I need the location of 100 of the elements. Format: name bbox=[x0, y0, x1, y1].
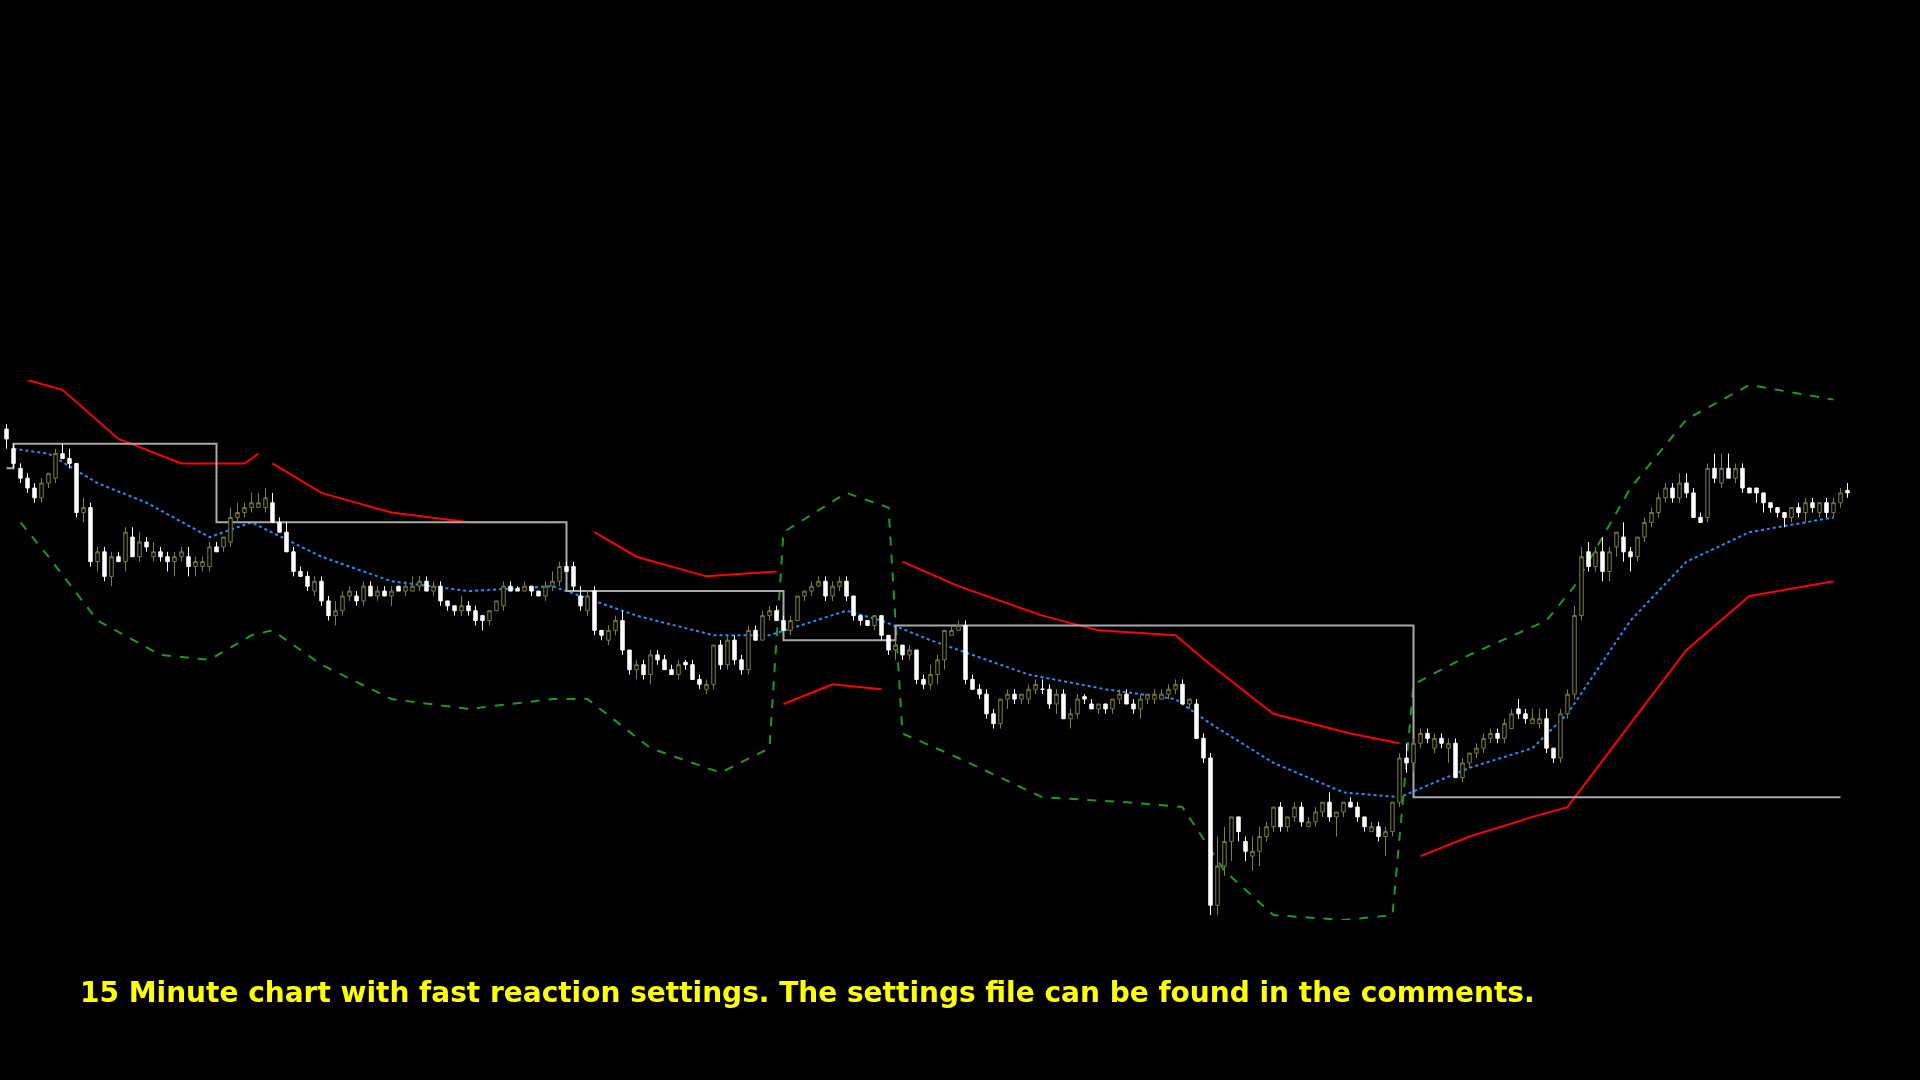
candlestick bbox=[1684, 472, 1689, 499]
candlestick bbox=[1096, 703, 1101, 715]
candlestick bbox=[1530, 708, 1535, 725]
candlestick bbox=[1768, 502, 1773, 514]
candlestick bbox=[270, 492, 275, 523]
candlestick bbox=[914, 649, 919, 685]
candlestick bbox=[1376, 821, 1381, 842]
candlestick bbox=[1446, 737, 1451, 764]
candlestick bbox=[319, 575, 324, 607]
candlestick bbox=[1516, 698, 1521, 720]
candlestick bbox=[1236, 816, 1241, 842]
candlestick bbox=[1670, 482, 1675, 504]
candlestick bbox=[1754, 487, 1759, 504]
candlestick bbox=[809, 580, 814, 597]
candlestick bbox=[1817, 502, 1822, 518]
candlestick bbox=[746, 624, 751, 676]
candlestick bbox=[613, 615, 618, 636]
candlestick bbox=[585, 590, 590, 617]
candlestick bbox=[403, 580, 408, 597]
candlestick bbox=[1698, 512, 1703, 523]
candlestick bbox=[1012, 688, 1017, 705]
candlestick bbox=[683, 659, 688, 671]
candlestick bbox=[788, 615, 793, 636]
candlestick bbox=[1327, 791, 1332, 823]
candlestick bbox=[1824, 497, 1829, 518]
candlestick bbox=[557, 561, 562, 587]
candlestick bbox=[1075, 693, 1080, 720]
candlestick bbox=[480, 615, 485, 631]
candlestick bbox=[1810, 497, 1815, 514]
candlestick bbox=[1712, 453, 1717, 484]
candlestick bbox=[620, 610, 625, 656]
candlestick bbox=[1068, 708, 1073, 730]
candlestick bbox=[627, 649, 632, 676]
candlestick bbox=[900, 644, 905, 661]
candlestick bbox=[18, 462, 23, 484]
candlestick bbox=[368, 580, 373, 597]
candlestick bbox=[1362, 816, 1367, 833]
candlestick bbox=[389, 585, 394, 607]
candlestick bbox=[1775, 507, 1780, 518]
candlestick bbox=[991, 708, 996, 730]
candlestick bbox=[1208, 752, 1213, 916]
candlestick bbox=[1117, 688, 1122, 705]
candlestick bbox=[1656, 492, 1661, 518]
candlestick bbox=[340, 590, 345, 617]
candlestick bbox=[1397, 752, 1402, 808]
candlestick bbox=[1334, 811, 1339, 838]
candlestick bbox=[445, 600, 450, 612]
candlestick bbox=[193, 556, 198, 577]
candlestick bbox=[354, 590, 359, 607]
candlestick bbox=[1124, 688, 1129, 705]
candlestick bbox=[1621, 521, 1626, 563]
candlestick bbox=[1565, 688, 1570, 720]
candlestick bbox=[1187, 698, 1192, 710]
candlestick bbox=[1838, 487, 1843, 509]
candlestick bbox=[1593, 546, 1598, 572]
candlestick bbox=[718, 639, 723, 671]
candlestick bbox=[795, 595, 800, 622]
candlestick bbox=[1278, 801, 1283, 833]
candlestick bbox=[1572, 605, 1577, 700]
candlestick bbox=[1439, 732, 1444, 749]
candlestick bbox=[711, 644, 716, 690]
candlestick bbox=[1579, 546, 1584, 622]
candlestick bbox=[1628, 546, 1633, 572]
candlestick bbox=[753, 624, 758, 641]
candlestick bbox=[676, 659, 681, 680]
candlestick bbox=[228, 507, 233, 548]
candlestick bbox=[739, 654, 744, 676]
candlestick bbox=[284, 521, 289, 553]
candlestick bbox=[886, 634, 891, 656]
candlestick bbox=[382, 585, 387, 597]
candlestick bbox=[347, 585, 352, 602]
candlestick bbox=[606, 624, 611, 646]
candlestick bbox=[963, 620, 968, 685]
candlestick bbox=[438, 580, 443, 607]
candlestick bbox=[599, 629, 604, 641]
candlestick bbox=[1509, 708, 1514, 730]
candlestick bbox=[1404, 742, 1409, 774]
candlestick bbox=[249, 492, 254, 514]
candlestick bbox=[1705, 462, 1710, 523]
candlestick bbox=[1348, 796, 1353, 808]
candlestick bbox=[25, 472, 30, 494]
candlestick bbox=[802, 590, 807, 602]
candlestick bbox=[130, 526, 135, 558]
candlestick bbox=[893, 639, 898, 661]
candlestick bbox=[865, 620, 870, 626]
candlestick bbox=[1026, 683, 1031, 705]
candlestick bbox=[1691, 487, 1696, 518]
candlestick bbox=[452, 605, 457, 617]
candlestick bbox=[935, 654, 940, 685]
candlestick bbox=[410, 575, 415, 592]
candlestick bbox=[508, 580, 513, 592]
candlestick bbox=[256, 492, 261, 509]
candlestick bbox=[529, 585, 534, 597]
candlestick bbox=[1383, 826, 1388, 857]
candlestick bbox=[1033, 678, 1038, 695]
candlestick bbox=[1418, 728, 1423, 749]
candlestick bbox=[158, 546, 163, 563]
candlestick bbox=[977, 683, 982, 700]
candlestick bbox=[1103, 703, 1108, 715]
candlestick bbox=[774, 605, 779, 622]
